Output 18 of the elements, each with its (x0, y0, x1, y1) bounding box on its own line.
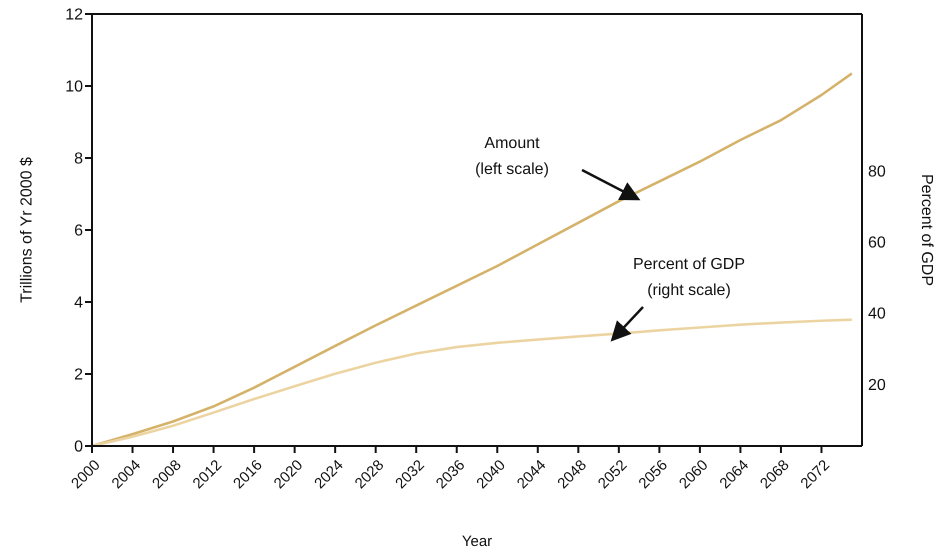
y-tick-label: 4 (74, 294, 84, 312)
y-tick-label: 2 (74, 366, 84, 384)
y-tick-label: 0 (74, 438, 84, 456)
y-tick-label: 12 (65, 6, 84, 24)
y-axis-title: Trillions of Yr 2000 $ (18, 156, 36, 303)
y-tick-label: 10 (65, 78, 84, 96)
y2-tick-label: 40 (868, 306, 886, 323)
line-series (92, 72, 854, 446)
y-tick-label: 8 (74, 150, 84, 168)
y2-tick-label: 60 (868, 234, 886, 252)
y2-tick-label: 80 (868, 163, 886, 180)
y2-axis-title: Percent of GDP (918, 174, 935, 286)
y2-tick-label: 20 (868, 376, 886, 394)
annotation: Amount (left scale) (475, 135, 549, 178)
annotation: Percent of GDP (right scale) (632, 256, 746, 299)
x-axis-title: Year (462, 533, 492, 550)
y-tick-label: 6 (74, 222, 84, 240)
line-series (92, 318, 854, 446)
